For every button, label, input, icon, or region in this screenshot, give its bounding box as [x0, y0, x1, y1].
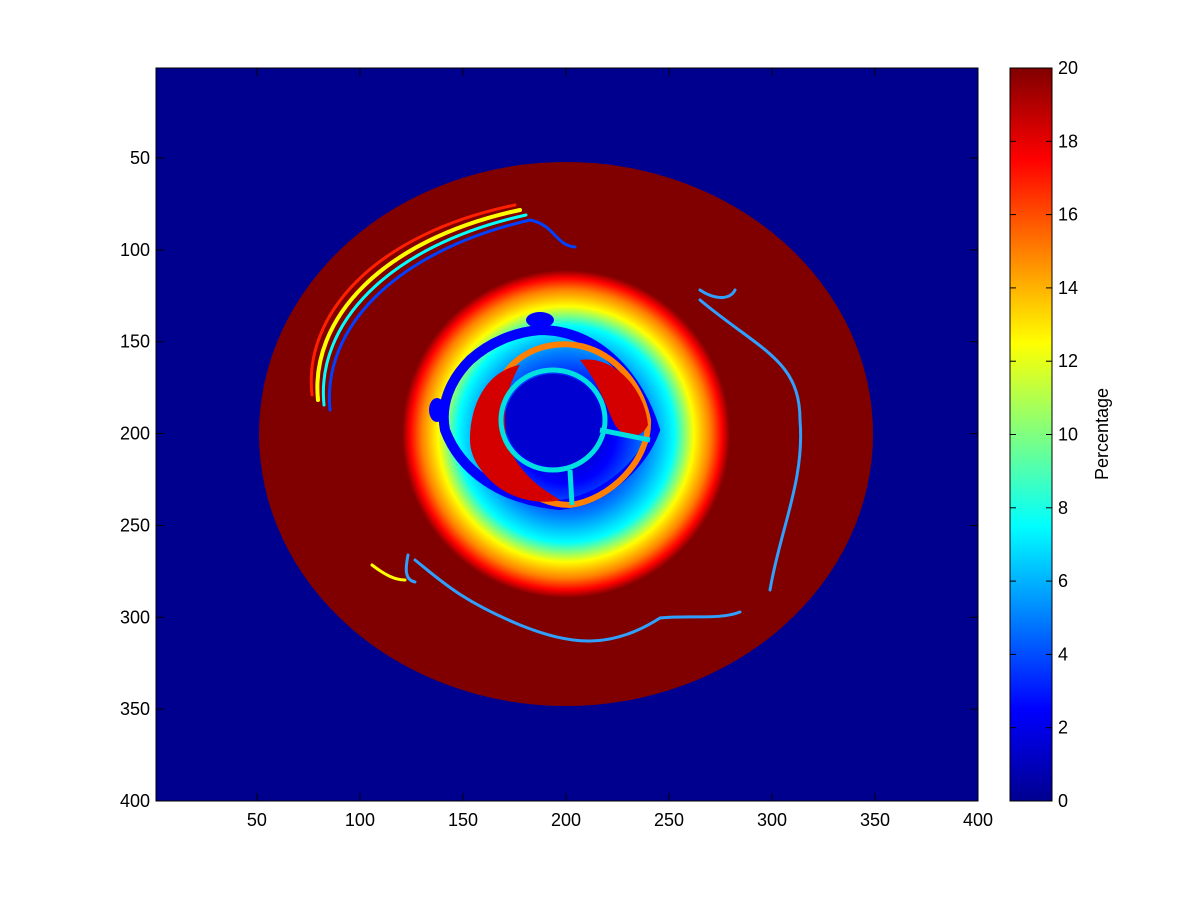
y-tick-label: 100: [120, 240, 150, 260]
filament-right: [698, 288, 803, 592]
filament-lower-yellow: [370, 563, 407, 582]
colorbar-tick-label: 12: [1058, 351, 1078, 371]
colorbar-tick-label: 14: [1058, 278, 1078, 298]
colorbar-tick-label: 16: [1058, 205, 1078, 225]
colorbar-tick-label: 10: [1058, 425, 1078, 445]
colorbar: [1009, 67, 1053, 802]
colorbar-tick-label: 2: [1058, 718, 1068, 738]
y-tick-label: 400: [120, 791, 150, 811]
x-tick-label: 150: [448, 810, 478, 830]
colorbar-tick-label: 0: [1058, 791, 1068, 811]
x-tick-label: 300: [757, 810, 787, 830]
axes-frame: [155, 67, 979, 802]
colorbar-tick-label: 18: [1058, 131, 1078, 151]
colorbar-tick-label: 8: [1058, 498, 1068, 518]
cyan-ring: [498, 367, 608, 473]
x-tick-label: 250: [654, 810, 684, 830]
filament-upper-left-blue: [327, 218, 577, 412]
inner-features: [429, 312, 661, 511]
filament-upper-left-yellow: [315, 208, 522, 402]
colorbar-tick-label: 6: [1058, 571, 1068, 591]
red-lobe-left: [470, 365, 560, 502]
outer-filaments: [309, 203, 803, 643]
y-tick-label: 350: [120, 699, 150, 719]
y-tick-label: 250: [120, 515, 150, 535]
blue-core: [505, 374, 601, 466]
y-tick-label: 200: [120, 424, 150, 444]
y-tick-label: 150: [120, 332, 150, 352]
cyan-spur: [567, 427, 651, 506]
x-tick-label: 50: [247, 810, 267, 830]
colorbar-tick-label: 4: [1058, 644, 1068, 664]
colorbar-tick-label: 20: [1058, 58, 1078, 78]
y-tick-label: 300: [120, 607, 150, 627]
x-tick-label: 200: [551, 810, 581, 830]
x-tick-label: 100: [345, 810, 375, 830]
red-lobe-right: [580, 359, 648, 437]
filament-lower: [404, 553, 742, 643]
filament-upper-left-cyan: [321, 213, 528, 407]
heatmap-plot-area: [156, 68, 978, 801]
colorbar-label: Percentage: [1092, 388, 1112, 480]
x-axis: 50 100 150 200 250 300 350 400: [247, 68, 993, 830]
colorbar-axis: 0 2 4 6 8 10 12 14 16 18 20: [1010, 58, 1078, 811]
filament-upper-left-red: [309, 203, 517, 397]
blue-blob-left: [429, 398, 445, 422]
y-tick-label: 50: [130, 148, 150, 168]
y-axis: 50 100 150 200 250 300 350 400: [120, 148, 978, 811]
blue-blob-top: [526, 312, 554, 328]
x-tick-label: 350: [860, 810, 890, 830]
x-tick-label: 400: [963, 810, 993, 830]
